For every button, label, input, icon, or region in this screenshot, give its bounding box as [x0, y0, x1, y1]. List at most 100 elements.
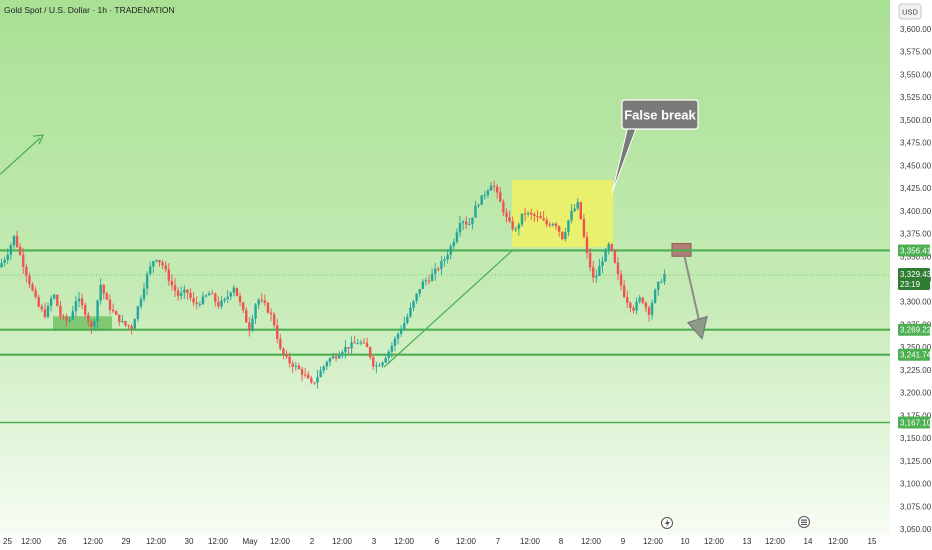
- level-price-label: 3,241.74: [898, 348, 932, 361]
- candle-body: [31, 284, 34, 291]
- candle-body: [279, 338, 282, 349]
- candle-body: [530, 212, 533, 215]
- candle-body: [561, 231, 564, 240]
- candle-body: [657, 281, 660, 290]
- candle-body: [83, 305, 87, 315]
- currency-badge[interactable]: USD: [898, 3, 922, 20]
- candle-body: [588, 252, 592, 268]
- candle-body: [149, 266, 152, 274]
- candle-body: [0, 262, 3, 268]
- candle-body: [437, 268, 440, 270]
- candle-body: [347, 347, 350, 349]
- candle-body: [539, 216, 542, 219]
- candle-body: [461, 221, 465, 224]
- candle-body: [235, 287, 239, 296]
- price-tick-label: 3,250.00: [900, 343, 932, 352]
- candle-body: [403, 322, 406, 330]
- candle-body: [260, 299, 263, 301]
- candle-body: [124, 321, 127, 326]
- candle-body: [337, 355, 341, 359]
- candle-body: [626, 297, 629, 303]
- down-arrow: [683, 254, 708, 341]
- candle-body: [241, 302, 245, 311]
- candle-body: [638, 297, 641, 302]
- candle-body: [102, 284, 105, 294]
- candle-body: [22, 254, 25, 267]
- candle-body: [495, 186, 499, 193]
- candle-body: [18, 246, 22, 255]
- callout-box: [621, 99, 699, 130]
- candle-body: [276, 325, 279, 339]
- level-price-label: 3,269.22: [898, 323, 932, 336]
- candle-body: [542, 218, 545, 221]
- candle-body: [548, 224, 552, 226]
- candle-body: [353, 342, 356, 344]
- candle-body: [53, 294, 56, 299]
- candle-body: [25, 266, 28, 276]
- candle-body: [223, 298, 226, 301]
- candle-body: [595, 275, 598, 278]
- plot-background: [0, 0, 890, 535]
- time-tick-label: 30: [185, 537, 194, 546]
- price-tick-label: 3,125.00: [900, 457, 932, 466]
- time-tick-label: 12:00: [456, 537, 477, 546]
- candle-body: [307, 374, 310, 379]
- lightning-event-icon[interactable]: [661, 517, 673, 529]
- candle-body: [282, 348, 285, 355]
- candle-body: [381, 362, 384, 366]
- price-tick-label: 3,150.00: [900, 434, 932, 443]
- candle-body: [455, 232, 459, 243]
- candle-body: [378, 365, 381, 367]
- candle-body: [372, 357, 375, 367]
- candle-body: [238, 295, 242, 303]
- candle-body: [263, 300, 267, 303]
- callout-text: False break: [624, 108, 696, 123]
- candle-body: [368, 347, 372, 358]
- candle-body: [480, 195, 483, 205]
- candle-body: [622, 285, 626, 298]
- candle-body: [604, 249, 607, 262]
- earnings-event-icon[interactable]: [798, 516, 810, 528]
- candle-body: [310, 378, 313, 383]
- candle-body: [545, 220, 548, 225]
- candle-body: [217, 301, 220, 307]
- candle-body: [133, 319, 136, 329]
- time-tick-label: 12:00: [146, 537, 167, 546]
- candle-body: [325, 362, 329, 367]
- candle-body: [145, 273, 149, 289]
- candle-body: [399, 329, 403, 334]
- candle-body: [576, 202, 579, 209]
- candle-body: [46, 305, 50, 317]
- candle-body: [62, 316, 65, 318]
- time-tick-label: 12:00: [704, 537, 725, 546]
- candle-body: [406, 316, 409, 323]
- candle-body: [653, 289, 657, 303]
- price-tick-label: 3,100.00: [900, 480, 932, 489]
- candle-body: [409, 307, 412, 317]
- candle-body: [579, 202, 583, 220]
- levels-layer: [0, 249, 890, 424]
- trendline[interactable]: [0, 137, 41, 175]
- level-labels-layer: 3,356.41 3,269.22 3,241.74 3,167.10 3,329.43…: [898, 244, 932, 429]
- trendline[interactable]: [383, 250, 513, 368]
- candle-body: [71, 311, 74, 320]
- candle-body: [68, 319, 71, 321]
- candle-body: [257, 299, 260, 305]
- candle-body: [207, 293, 211, 296]
- time-tick-label: May: [242, 537, 257, 546]
- candle-body: [514, 228, 517, 230]
- time-tick-label: 12:00: [643, 537, 664, 546]
- candle-body: [483, 195, 486, 197]
- candle-body: [449, 246, 452, 255]
- candle-body: [65, 316, 68, 321]
- candle-body: [434, 268, 437, 274]
- candle-body: [80, 298, 84, 306]
- candle-body: [396, 333, 400, 339]
- candle-body: [458, 223, 462, 233]
- time-tick-label: 7: [496, 537, 501, 546]
- false-break-callout[interactable]: False break: [611, 99, 699, 194]
- candle-body: [489, 185, 493, 191]
- candle-body: [384, 357, 387, 363]
